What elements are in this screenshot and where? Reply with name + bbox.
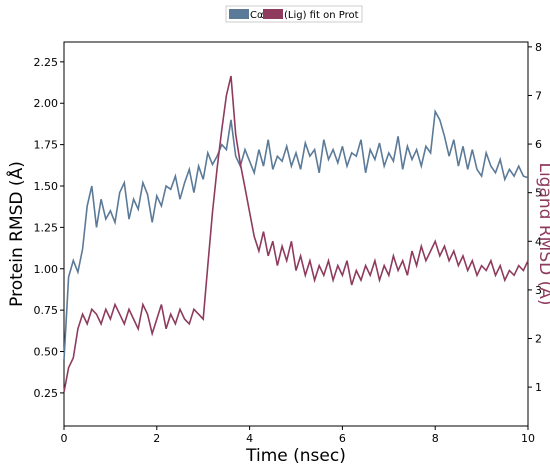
series-line-lig — [63, 75, 529, 393]
y-left-tick-label: 2.25 — [34, 56, 59, 69]
legend-label-ca: Cα — [250, 10, 264, 21]
y-right-tick-label: 8 — [535, 41, 542, 54]
plot-frame — [63, 41, 529, 427]
y-left-tick-label: 1.25 — [34, 221, 59, 234]
legend-swatch-lig — [263, 9, 283, 19]
y-right-axis-label: Ligand RMSD (Å) — [535, 162, 550, 305]
x-tick-label: 0 — [61, 432, 68, 445]
legend-swatch-ca — [229, 9, 249, 19]
y-right-tick-label: 4 — [535, 235, 542, 248]
y-right-tick-label: 1 — [535, 381, 542, 394]
legend: Cα (Lig) fit on Prot — [225, 5, 363, 23]
y-left-tick-label: 0.50 — [34, 346, 59, 359]
y-left-tick-label: 2.00 — [34, 97, 59, 110]
y-left-tick-label: 1.00 — [34, 263, 59, 276]
y-left-tick-label: 0.75 — [34, 304, 59, 317]
x-tick-label: 4 — [246, 432, 253, 445]
legend-frame — [225, 5, 363, 23]
y-right-axis-ticks: 1 2 3 4 5 6 7 8 — [528, 41, 542, 394]
y-right-tick-label: 3 — [535, 284, 542, 297]
y-left-axis-ticks: 0.25 0.50 0.75 1.00 1.25 1.50 1.75 2.00 2.25 — [34, 56, 64, 400]
x-axis-ticks: 0 2 4 6 8 10 — [61, 426, 535, 445]
y-right-tick-label: 7 — [535, 89, 542, 102]
y-left-tick-label: 0.25 — [34, 387, 59, 400]
legend-label-lig: (Lig) fit on Prot — [284, 10, 359, 21]
y-left-tick-label: 1.75 — [34, 139, 59, 152]
x-tick-label: 6 — [339, 432, 346, 445]
series-line-ca — [63, 108, 529, 360]
y-left-tick-label: 1.50 — [34, 180, 59, 193]
y-right-tick-label: 5 — [535, 187, 542, 200]
series-layer — [63, 75, 529, 393]
x-tick-label: 10 — [521, 432, 535, 445]
y-left-axis-label: Protein RMSD (Å) — [5, 161, 27, 307]
x-axis-label: Time (nsec) — [245, 446, 346, 466]
x-tick-label: 2 — [153, 432, 160, 445]
x-tick-label: 8 — [432, 432, 439, 445]
y-right-tick-label: 6 — [535, 138, 542, 151]
y-right-tick-label: 2 — [535, 333, 542, 346]
